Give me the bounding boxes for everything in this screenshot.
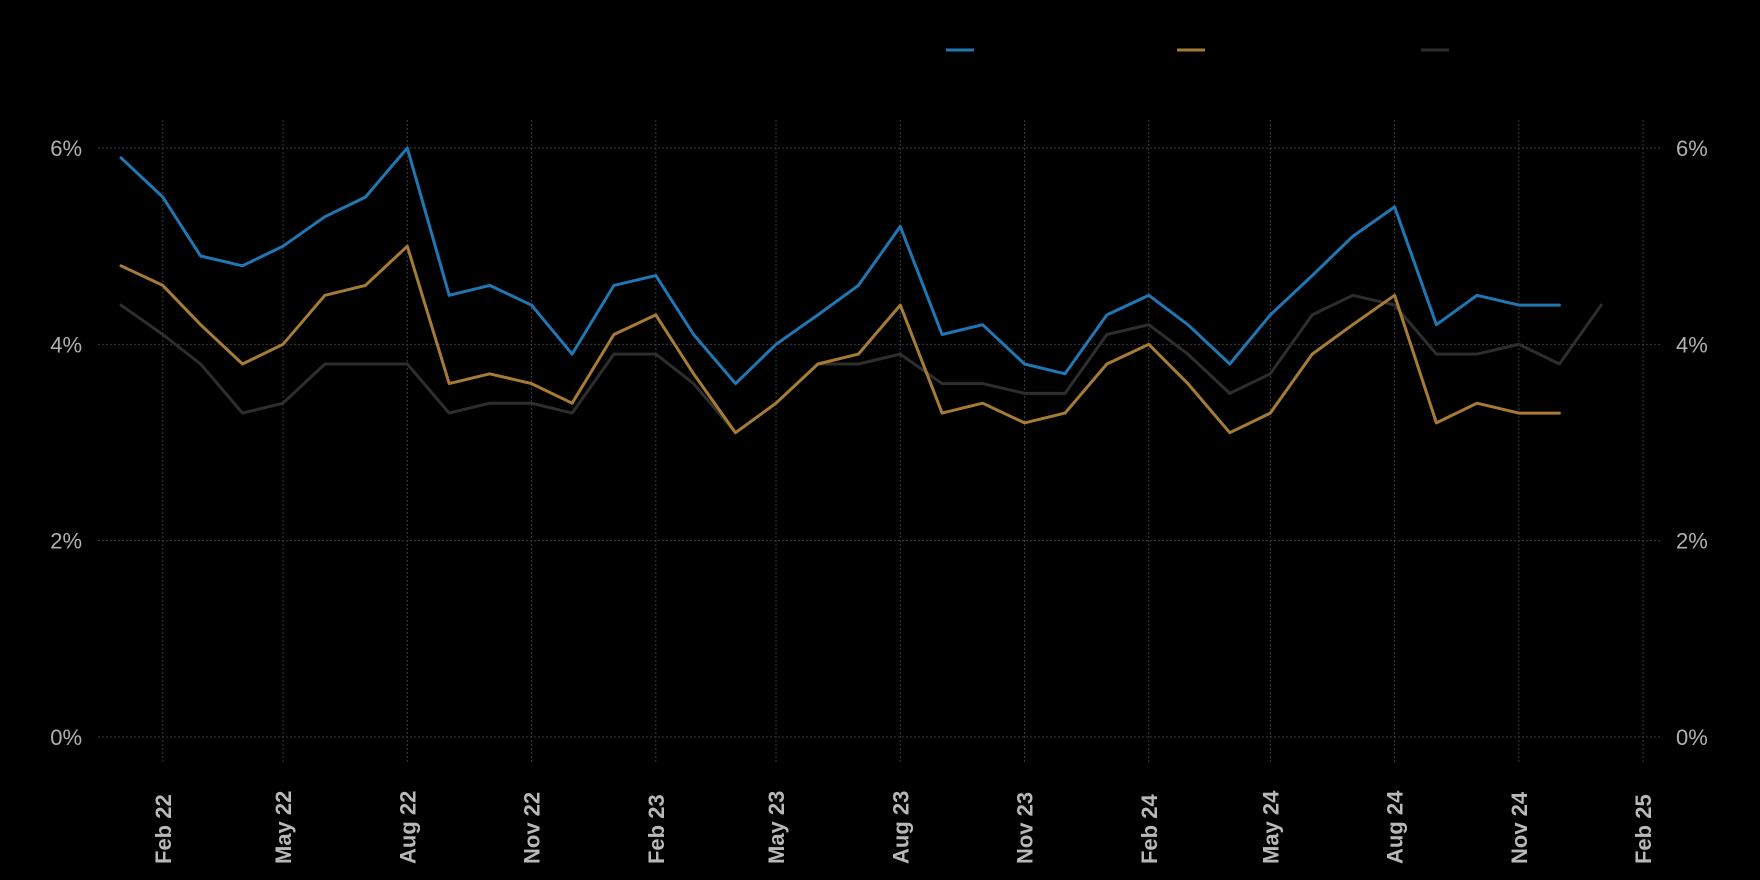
x-tick-label: Aug 22 xyxy=(395,791,420,864)
x-tick-label: May 23 xyxy=(764,791,789,864)
y-tick-label-left: 0% xyxy=(50,725,82,750)
x-tick-label: May 24 xyxy=(1258,790,1283,864)
y-tick-label-right: 4% xyxy=(1676,332,1708,357)
series-lines xyxy=(119,146,1603,435)
y-tick-label-left: 4% xyxy=(50,332,82,357)
x-tick-label: Aug 23 xyxy=(888,791,913,864)
x-tick-label: May 22 xyxy=(271,791,296,864)
y-tick-label-right: 2% xyxy=(1676,529,1708,554)
x-tick-label: Nov 22 xyxy=(520,792,545,864)
gridlines xyxy=(98,120,1662,762)
x-axis: Feb 22 May 22 Aug 22 Nov 22 Feb 23 May 23 Aug … xyxy=(151,790,1656,864)
series-line-3 xyxy=(119,293,1603,435)
y-axis-left: 0% 2% 4% 6% xyxy=(50,136,82,750)
x-tick-label: Feb 23 xyxy=(644,794,669,864)
y-tick-label-right: 0% xyxy=(1676,725,1708,750)
x-tick-label: Feb 22 xyxy=(151,794,176,864)
series-line-1 xyxy=(119,146,1561,386)
x-tick-label: Feb 24 xyxy=(1137,794,1162,864)
x-tick-label: Nov 23 xyxy=(1013,792,1038,864)
x-tick-label: Nov 24 xyxy=(1507,791,1532,864)
x-tick-label: Feb 25 xyxy=(1631,794,1656,864)
y-tick-label-left: 6% xyxy=(50,136,82,161)
x-tick-label: Aug 24 xyxy=(1383,790,1408,864)
y-tick-label-left: 2% xyxy=(50,529,82,554)
series-line-2 xyxy=(119,244,1561,435)
y-tick-label-right: 6% xyxy=(1676,136,1708,161)
y-axis-right: 0% 2% 4% 6% xyxy=(1676,136,1708,750)
